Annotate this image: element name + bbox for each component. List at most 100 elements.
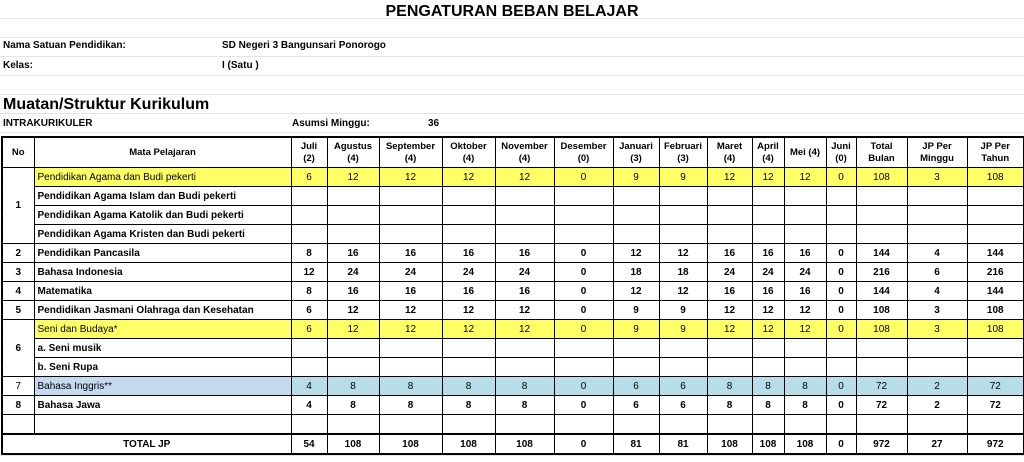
value-cell: 16: [378, 243, 443, 263]
month-weeks: (4): [518, 152, 531, 164]
value-cell: 8: [441, 395, 496, 415]
empty-row: [1, 414, 1024, 435]
value-cell: 6: [658, 395, 708, 415]
value-cell: 0: [825, 395, 857, 415]
header-cell: September (4): [378, 136, 443, 168]
empty-cell: [553, 414, 614, 435]
value-cell: 24: [378, 262, 443, 282]
value-cell: 16: [494, 281, 555, 301]
table-row: 6 Seni dan Budaya* 6 12 12 12 12 0 9 9 12 12 12 0 108 3…: [1, 319, 1024, 377]
empty-cell: [612, 357, 660, 377]
value-cell: 12: [326, 300, 380, 320]
value-cell: 16: [326, 243, 380, 263]
empty-cell: [326, 357, 380, 377]
total-cell: 0: [825, 433, 857, 455]
empty-cell: [441, 357, 496, 377]
empty-cell: [378, 338, 443, 358]
subject-name: Bahasa Jawa: [33, 395, 292, 415]
value-cell: 12: [706, 300, 753, 320]
value-cell: 8: [290, 243, 328, 263]
empty-cell: [855, 224, 908, 244]
empty-cell: [612, 205, 660, 225]
value-cell: 2: [906, 395, 968, 415]
header-cell: No: [1, 136, 35, 168]
empty-cell: [966, 205, 1024, 225]
header-cell: JP Per Tahun: [966, 136, 1024, 168]
empty-cell: [751, 186, 785, 206]
value-cell: 216: [966, 262, 1024, 282]
value-cell: 0: [553, 281, 614, 301]
value-cell: 0: [553, 167, 614, 187]
month-name: Juli: [300, 140, 318, 152]
value-cell: 24: [494, 262, 555, 282]
total-cell: 108: [494, 433, 555, 455]
empty-cell: [290, 338, 328, 358]
empty-cell: [855, 357, 908, 377]
empty-cell: [825, 186, 857, 206]
empty-cell: [553, 338, 614, 358]
value-cell: 108: [855, 167, 908, 187]
header-cell: Januari (3): [612, 136, 660, 168]
header-cell: Juli (2): [290, 136, 328, 168]
info-value: SD Negeri 3 Bangunsari Ponorogo: [222, 40, 386, 51]
month-weeks: (0): [835, 152, 847, 164]
value-cell: 12: [783, 167, 827, 187]
empty-cell: [783, 338, 827, 358]
row-number: 8: [1, 395, 35, 415]
value-cell: 9: [612, 300, 660, 320]
value-cell: 9: [658, 167, 708, 187]
info-label: Kelas:: [3, 60, 34, 71]
empty-cell: [825, 338, 857, 358]
curriculum-table: No Mata Pelajaran Juli (2) Agustus (4) Septemb…: [1, 136, 1024, 455]
empty-cell: [783, 357, 827, 377]
header-cell: Mata Pelajaran: [33, 136, 292, 168]
value-cell: 108: [855, 319, 908, 339]
subject-name: Pendidikan Pancasila: [33, 243, 292, 263]
empty-cell: [855, 414, 908, 435]
value-cell: 9: [612, 167, 660, 187]
total-cell: 54: [290, 433, 328, 455]
header-cell: Februari (3): [658, 136, 708, 168]
empty-cell: [326, 205, 380, 225]
empty-cell: [290, 205, 328, 225]
value-cell: 16: [751, 281, 785, 301]
value-cell: 0: [825, 281, 857, 301]
subject-name: Seni dan Budaya*: [33, 319, 292, 339]
value-cell: 12: [658, 243, 708, 263]
value-cell: 6: [290, 167, 328, 187]
empty-cell: [966, 414, 1024, 435]
value-cell: 144: [855, 243, 908, 263]
header-cell: Juni (0): [825, 136, 857, 168]
value-cell: 16: [378, 281, 443, 301]
value-cell: 16: [783, 281, 827, 301]
value-cell: 8: [751, 376, 785, 396]
value-cell: 4: [906, 281, 968, 301]
value-cell: 3: [906, 167, 968, 187]
empty-cell: [906, 186, 968, 206]
value-cell: 72: [855, 376, 908, 396]
total-cell: 108: [441, 433, 496, 455]
title: PENGATURAN BEBAN BELAJAR: [385, 3, 639, 20]
row-number: 2: [1, 243, 35, 263]
section-title: Muatan/Struktur Kurikulum: [3, 96, 210, 113]
empty-cell: [658, 186, 708, 206]
sub-row: Pendidikan Agama Kristen dan Budi pekert…: [2, 224, 1024, 244]
empty-cell: [855, 338, 908, 358]
month-weeks: (4): [404, 152, 417, 164]
empty-cell: [441, 224, 496, 244]
value-cell: 18: [658, 262, 708, 282]
value-cell: 8: [494, 395, 555, 415]
total-label: TOTAL JP: [1, 433, 292, 455]
month-weeks: (4): [762, 152, 774, 164]
value-cell: 6: [290, 319, 328, 339]
value-cell: 72: [855, 395, 908, 415]
empty-cell: [494, 224, 555, 244]
value-cell: 8: [441, 376, 496, 396]
value-cell: 0: [553, 262, 614, 282]
value-cell: 0: [825, 300, 857, 320]
value-cell: 12: [783, 319, 827, 339]
total-cell: 108: [751, 433, 785, 455]
month-name: Februari: [663, 140, 702, 152]
value-cell: 2: [906, 376, 968, 396]
empty-cell: [612, 224, 660, 244]
